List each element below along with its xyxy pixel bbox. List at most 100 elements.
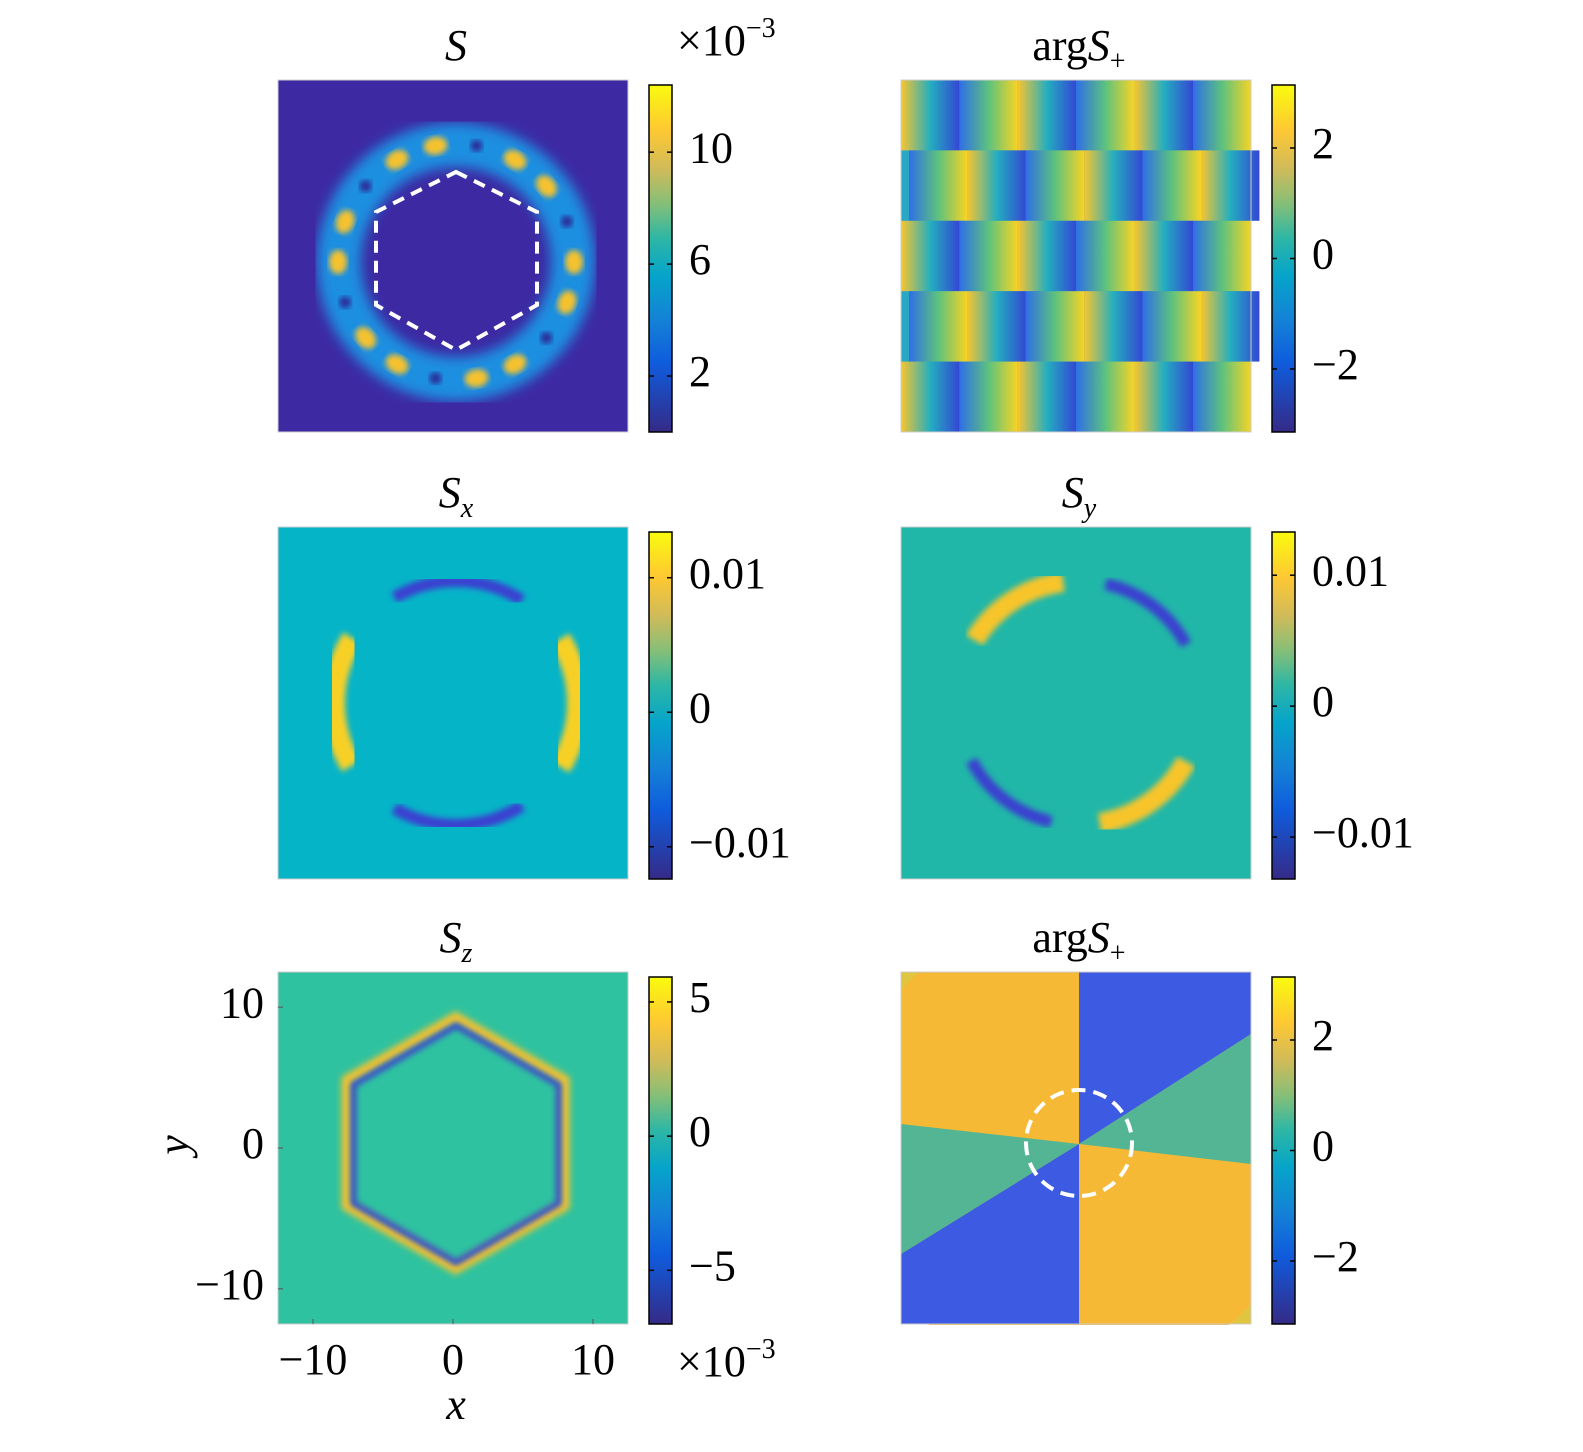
colorbar-tick-label: 2 bbox=[689, 347, 711, 396]
panel-title: Sy bbox=[1062, 468, 1097, 524]
cell bbox=[1134, 220, 1193, 292]
cell bbox=[901, 361, 960, 432]
colorbar-tick-label: 6 bbox=[689, 235, 711, 284]
cell bbox=[1017, 80, 1077, 151]
panel-frame bbox=[277, 526, 629, 880]
title-subscript: y bbox=[1081, 493, 1097, 524]
arc bbox=[323, 632, 363, 772]
title-symbol: S bbox=[1062, 468, 1084, 517]
panel: Sx −0.01 0 0.01 bbox=[277, 468, 791, 880]
arc bbox=[391, 800, 526, 831]
panel-title: Sx bbox=[439, 468, 474, 524]
colorbar-tick-label: 0 bbox=[1312, 230, 1334, 279]
cell bbox=[1134, 361, 1193, 432]
arc bbox=[966, 757, 1053, 828]
cell bbox=[1025, 291, 1085, 362]
y-tick-label: 0 bbox=[242, 1119, 264, 1168]
dot bbox=[359, 180, 372, 193]
y-tick-label: 10 bbox=[220, 978, 264, 1027]
title-prefix: arg bbox=[1032, 913, 1087, 962]
cell bbox=[1134, 80, 1193, 151]
panel-title: argS+ bbox=[1032, 913, 1125, 969]
colorbar-tick-label: 0 bbox=[1312, 1122, 1334, 1171]
blob bbox=[423, 136, 448, 155]
cell bbox=[1076, 220, 1135, 292]
cell bbox=[1025, 150, 1085, 221]
colorbar-multiplier: ×10−3 bbox=[677, 1334, 776, 1386]
cell bbox=[959, 80, 1018, 151]
multiplier-base: ×10 bbox=[677, 1337, 746, 1386]
hex-outer bbox=[341, 1011, 570, 1275]
blob bbox=[565, 250, 583, 274]
cell bbox=[901, 80, 960, 151]
cell bbox=[959, 220, 1018, 292]
colorbar-tick-label: 5 bbox=[689, 973, 711, 1022]
cell bbox=[1201, 291, 1260, 362]
colorbar bbox=[648, 84, 673, 433]
panel-frame bbox=[900, 526, 1252, 880]
title-symbol: S bbox=[445, 21, 467, 70]
cell bbox=[1084, 150, 1143, 221]
blob bbox=[503, 354, 527, 375]
band-l bbox=[901, 1124, 1079, 1254]
blob bbox=[503, 149, 527, 170]
colorbar-tick-label: 0.01 bbox=[1312, 546, 1389, 595]
cell bbox=[1201, 150, 1260, 221]
hex-inner bbox=[350, 1022, 562, 1266]
colorbar-tick-label: 0 bbox=[1312, 677, 1334, 726]
arc bbox=[391, 575, 526, 606]
blob bbox=[329, 250, 347, 274]
colorbar-tick-label: 0.01 bbox=[689, 549, 766, 598]
colorbar-tick-label: 2 bbox=[1312, 119, 1334, 168]
blob bbox=[355, 326, 376, 349]
title-subscript: z bbox=[461, 938, 473, 969]
multiplier-exponent: −3 bbox=[746, 13, 776, 44]
blob bbox=[464, 369, 489, 388]
multiplier-base: ×10 bbox=[677, 16, 746, 65]
y-axis-label: y bbox=[149, 1135, 198, 1159]
panel: Sz −5 0 5 ×10−3 −10 0 10 −10 0 10 x y bbox=[149, 913, 776, 1429]
dot bbox=[429, 372, 442, 385]
field-group bbox=[901, 972, 1251, 1325]
colorbar-tick-label: −0.01 bbox=[1312, 808, 1414, 857]
colorbar-tick-label: −0.01 bbox=[689, 818, 791, 867]
cell bbox=[967, 150, 1026, 221]
x-tick-label: 0 bbox=[442, 1335, 464, 1384]
colorbar-tick-label: −2 bbox=[1312, 340, 1359, 389]
quad-bl bbox=[901, 1144, 1079, 1324]
cell bbox=[1076, 80, 1135, 151]
x-tick-label: 10 bbox=[571, 1335, 615, 1384]
dot bbox=[540, 331, 553, 344]
blob bbox=[385, 354, 409, 375]
title-symbol: S bbox=[439, 468, 461, 517]
panel: Sy −0.01 0 0.01 bbox=[900, 468, 1414, 880]
cell bbox=[901, 220, 960, 292]
dot bbox=[470, 139, 483, 152]
cell bbox=[1017, 220, 1077, 292]
x-axis-label: x bbox=[445, 1380, 466, 1429]
hexagon bbox=[374, 169, 539, 353]
cell bbox=[909, 150, 968, 221]
arc bbox=[550, 633, 589, 773]
colorbar bbox=[648, 976, 673, 1325]
blob bbox=[335, 209, 355, 234]
cell bbox=[1084, 291, 1143, 362]
cell bbox=[959, 361, 1018, 432]
dot bbox=[339, 296, 352, 309]
panel: argS+ −2 0 2 bbox=[900, 21, 1359, 433]
y-tick-label: −10 bbox=[195, 1260, 264, 1309]
arc bbox=[965, 572, 1065, 646]
blob bbox=[385, 149, 409, 170]
title-symbol: S bbox=[1088, 21, 1110, 70]
colorbar-tick-label: −2 bbox=[1312, 1232, 1359, 1281]
title-symbol: S bbox=[440, 913, 462, 962]
title-subscript: + bbox=[1110, 46, 1126, 77]
panel-title: Sz bbox=[440, 913, 473, 969]
cell bbox=[909, 291, 968, 362]
dot bbox=[560, 215, 573, 228]
panel-title: S bbox=[445, 21, 467, 70]
colorbar-tick-label: 0 bbox=[689, 683, 711, 732]
arc bbox=[1104, 578, 1192, 648]
cell bbox=[1193, 80, 1252, 151]
